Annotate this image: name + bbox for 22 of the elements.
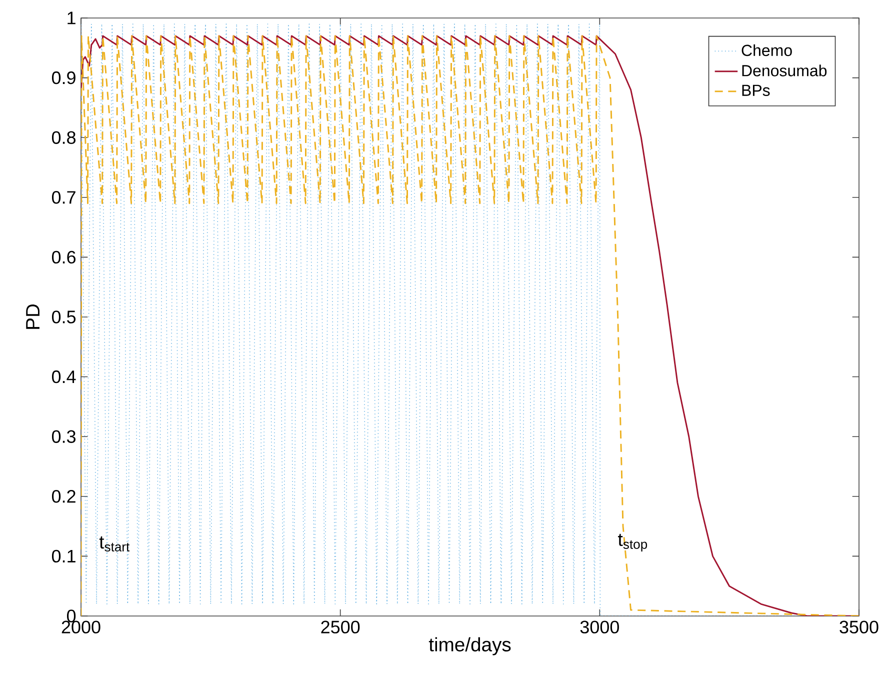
legend-label: Denosumab xyxy=(742,64,827,76)
y-tick-label: 0.3 xyxy=(52,430,76,443)
annotation: t$_{start}$ xyxy=(99,536,130,552)
y-tick-label: 0.4 xyxy=(52,370,76,384)
x-tick-label: 3500 xyxy=(840,620,878,634)
x-tick-label: 2000 xyxy=(62,620,100,634)
y-axis-title: PD xyxy=(26,304,40,329)
legend-label: Chemo xyxy=(742,44,792,56)
x-axis-title: time/days xyxy=(428,637,511,656)
y-tick-label: 0.8 xyxy=(52,131,76,144)
x-tick-label: 2500 xyxy=(321,620,360,634)
y-tick-label: 0.9 xyxy=(52,71,76,84)
legend-label: BPs xyxy=(742,84,770,96)
y-tick-label: 0.7 xyxy=(52,191,76,204)
annotation: t$_{stop}$ xyxy=(618,534,648,552)
x-tick-label: 3000 xyxy=(580,620,619,634)
y-tick-label: 0.2 xyxy=(52,490,76,503)
y-tick-label: 0.1 xyxy=(52,550,76,563)
y-tick-label: 0 xyxy=(66,610,76,622)
y-tick-label: 1 xyxy=(68,12,76,24)
y-tick-label: 0.5 xyxy=(52,310,76,324)
y-tick-label: 0.6 xyxy=(52,250,76,264)
